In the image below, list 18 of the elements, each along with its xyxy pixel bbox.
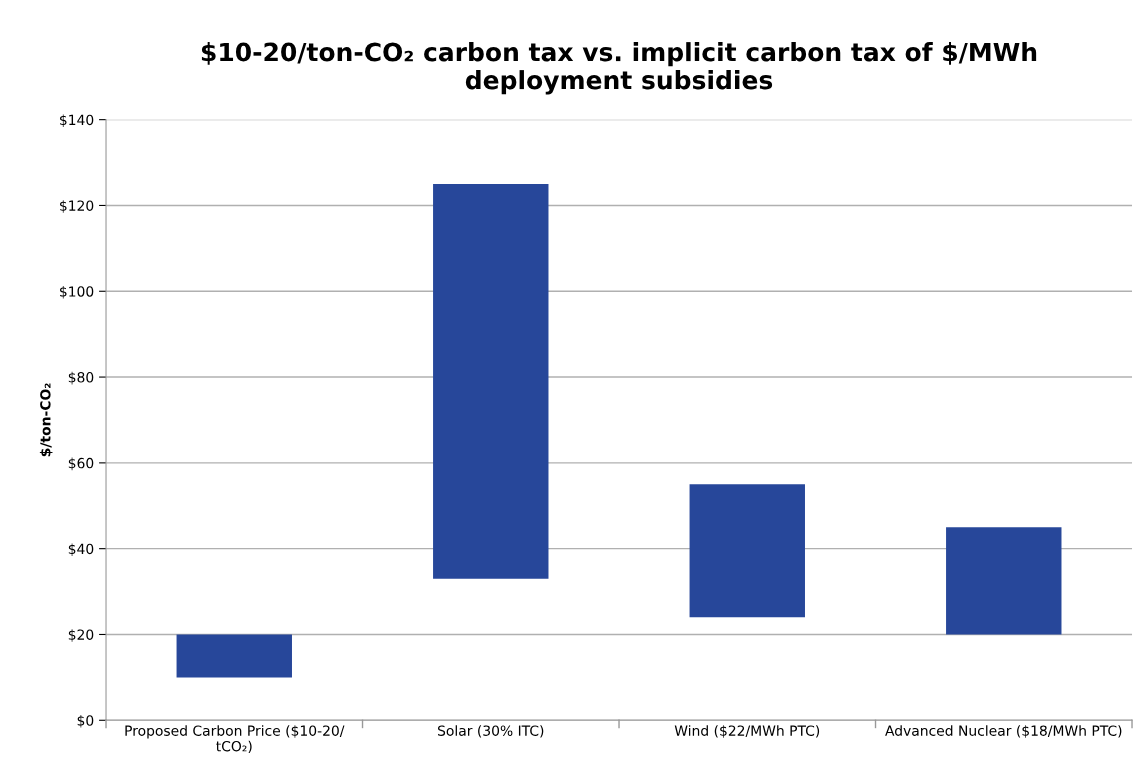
chart-title: $10-20/ton-CO₂ carbon tax vs. implicit carbon tax of $/MWh deployment subsidies xyxy=(201,42,1037,95)
bar xyxy=(176,634,292,678)
bar xyxy=(433,184,549,579)
bar xyxy=(946,527,1062,635)
y-axis-title: $/ton-CO₂ xyxy=(39,383,53,457)
y-tick-label: $60 xyxy=(68,457,94,471)
x-tick-label: Solar (30% ITC) xyxy=(437,725,544,738)
y-tick-label: $120 xyxy=(60,200,94,213)
x-tick-label: Advanced Nuclear ($18/MWh PTC) xyxy=(885,725,1122,738)
y-tick-label: $20 xyxy=(68,629,94,642)
y-tick-label: $100 xyxy=(60,285,94,299)
bar xyxy=(689,484,805,618)
y-tick-label: $40 xyxy=(68,543,94,556)
y-tick-label: $80 xyxy=(68,371,94,385)
y-tick-label: $140 xyxy=(60,114,94,127)
x-tick-label: Proposed Carbon Price ($10-20/ tCO₂) xyxy=(125,725,345,754)
y-tick-label: $0 xyxy=(77,715,94,728)
x-tick-label: Wind ($22/MWh PTC) xyxy=(674,725,820,738)
